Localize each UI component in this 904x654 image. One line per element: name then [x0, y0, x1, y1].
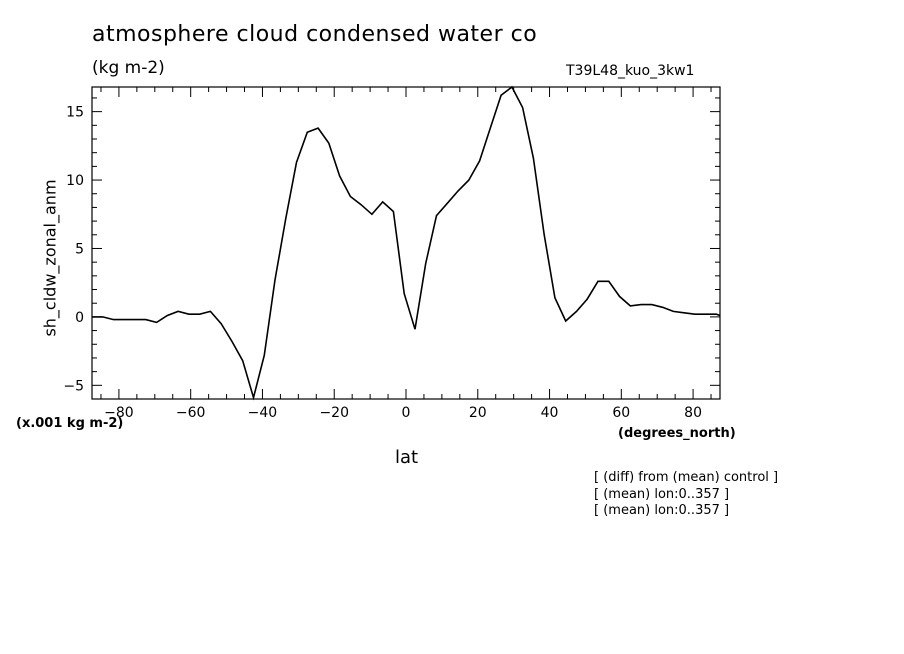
x-tick-label: 80 [684, 405, 702, 421]
run-label: T39L48_kuo_3kw1 [566, 63, 695, 79]
axis-tick-labels: −80 −60 −40 −20 0 20 40 60 80 −5 0 5 10 15 [63, 105, 702, 421]
y-axis-label: sh_cldw_zonal_anm [40, 179, 60, 337]
note-line: [ (mean) lon:0..357 ] [594, 487, 730, 502]
x-tick-label: −40 [248, 405, 278, 421]
chart-units: (kg m-2) [92, 58, 165, 78]
chart-title: atmosphere cloud condensed water co [92, 22, 538, 47]
y-tick-label: 0 [75, 310, 84, 326]
y-scale-note: (x.001 kg m-2) [16, 416, 124, 431]
axis-ticks [92, 87, 720, 400]
x-axis-units: (degrees_north) [618, 426, 736, 441]
x-tick-label: 40 [541, 405, 559, 421]
x-tick-label: 60 [612, 405, 630, 421]
y-tick-label: 5 [75, 241, 84, 257]
x-tick-label: −60 [176, 405, 206, 421]
x-axis-label: lat [395, 447, 419, 468]
x-tick-label: 0 [402, 405, 411, 421]
x-tick-label: −20 [319, 405, 349, 421]
x-tick-label: −80 [104, 405, 134, 421]
series-line [92, 85, 721, 401]
y-tick-label: 15 [66, 105, 84, 121]
y-tick-label: 10 [66, 173, 84, 189]
plot-frame [91, 86, 721, 400]
note-line: [ (mean) lon:0..357 ] [594, 503, 730, 518]
note-line: [ (diff) from (mean) control ] [594, 470, 779, 485]
y-tick-label: −5 [63, 378, 84, 394]
x-tick-label: 20 [469, 405, 487, 421]
